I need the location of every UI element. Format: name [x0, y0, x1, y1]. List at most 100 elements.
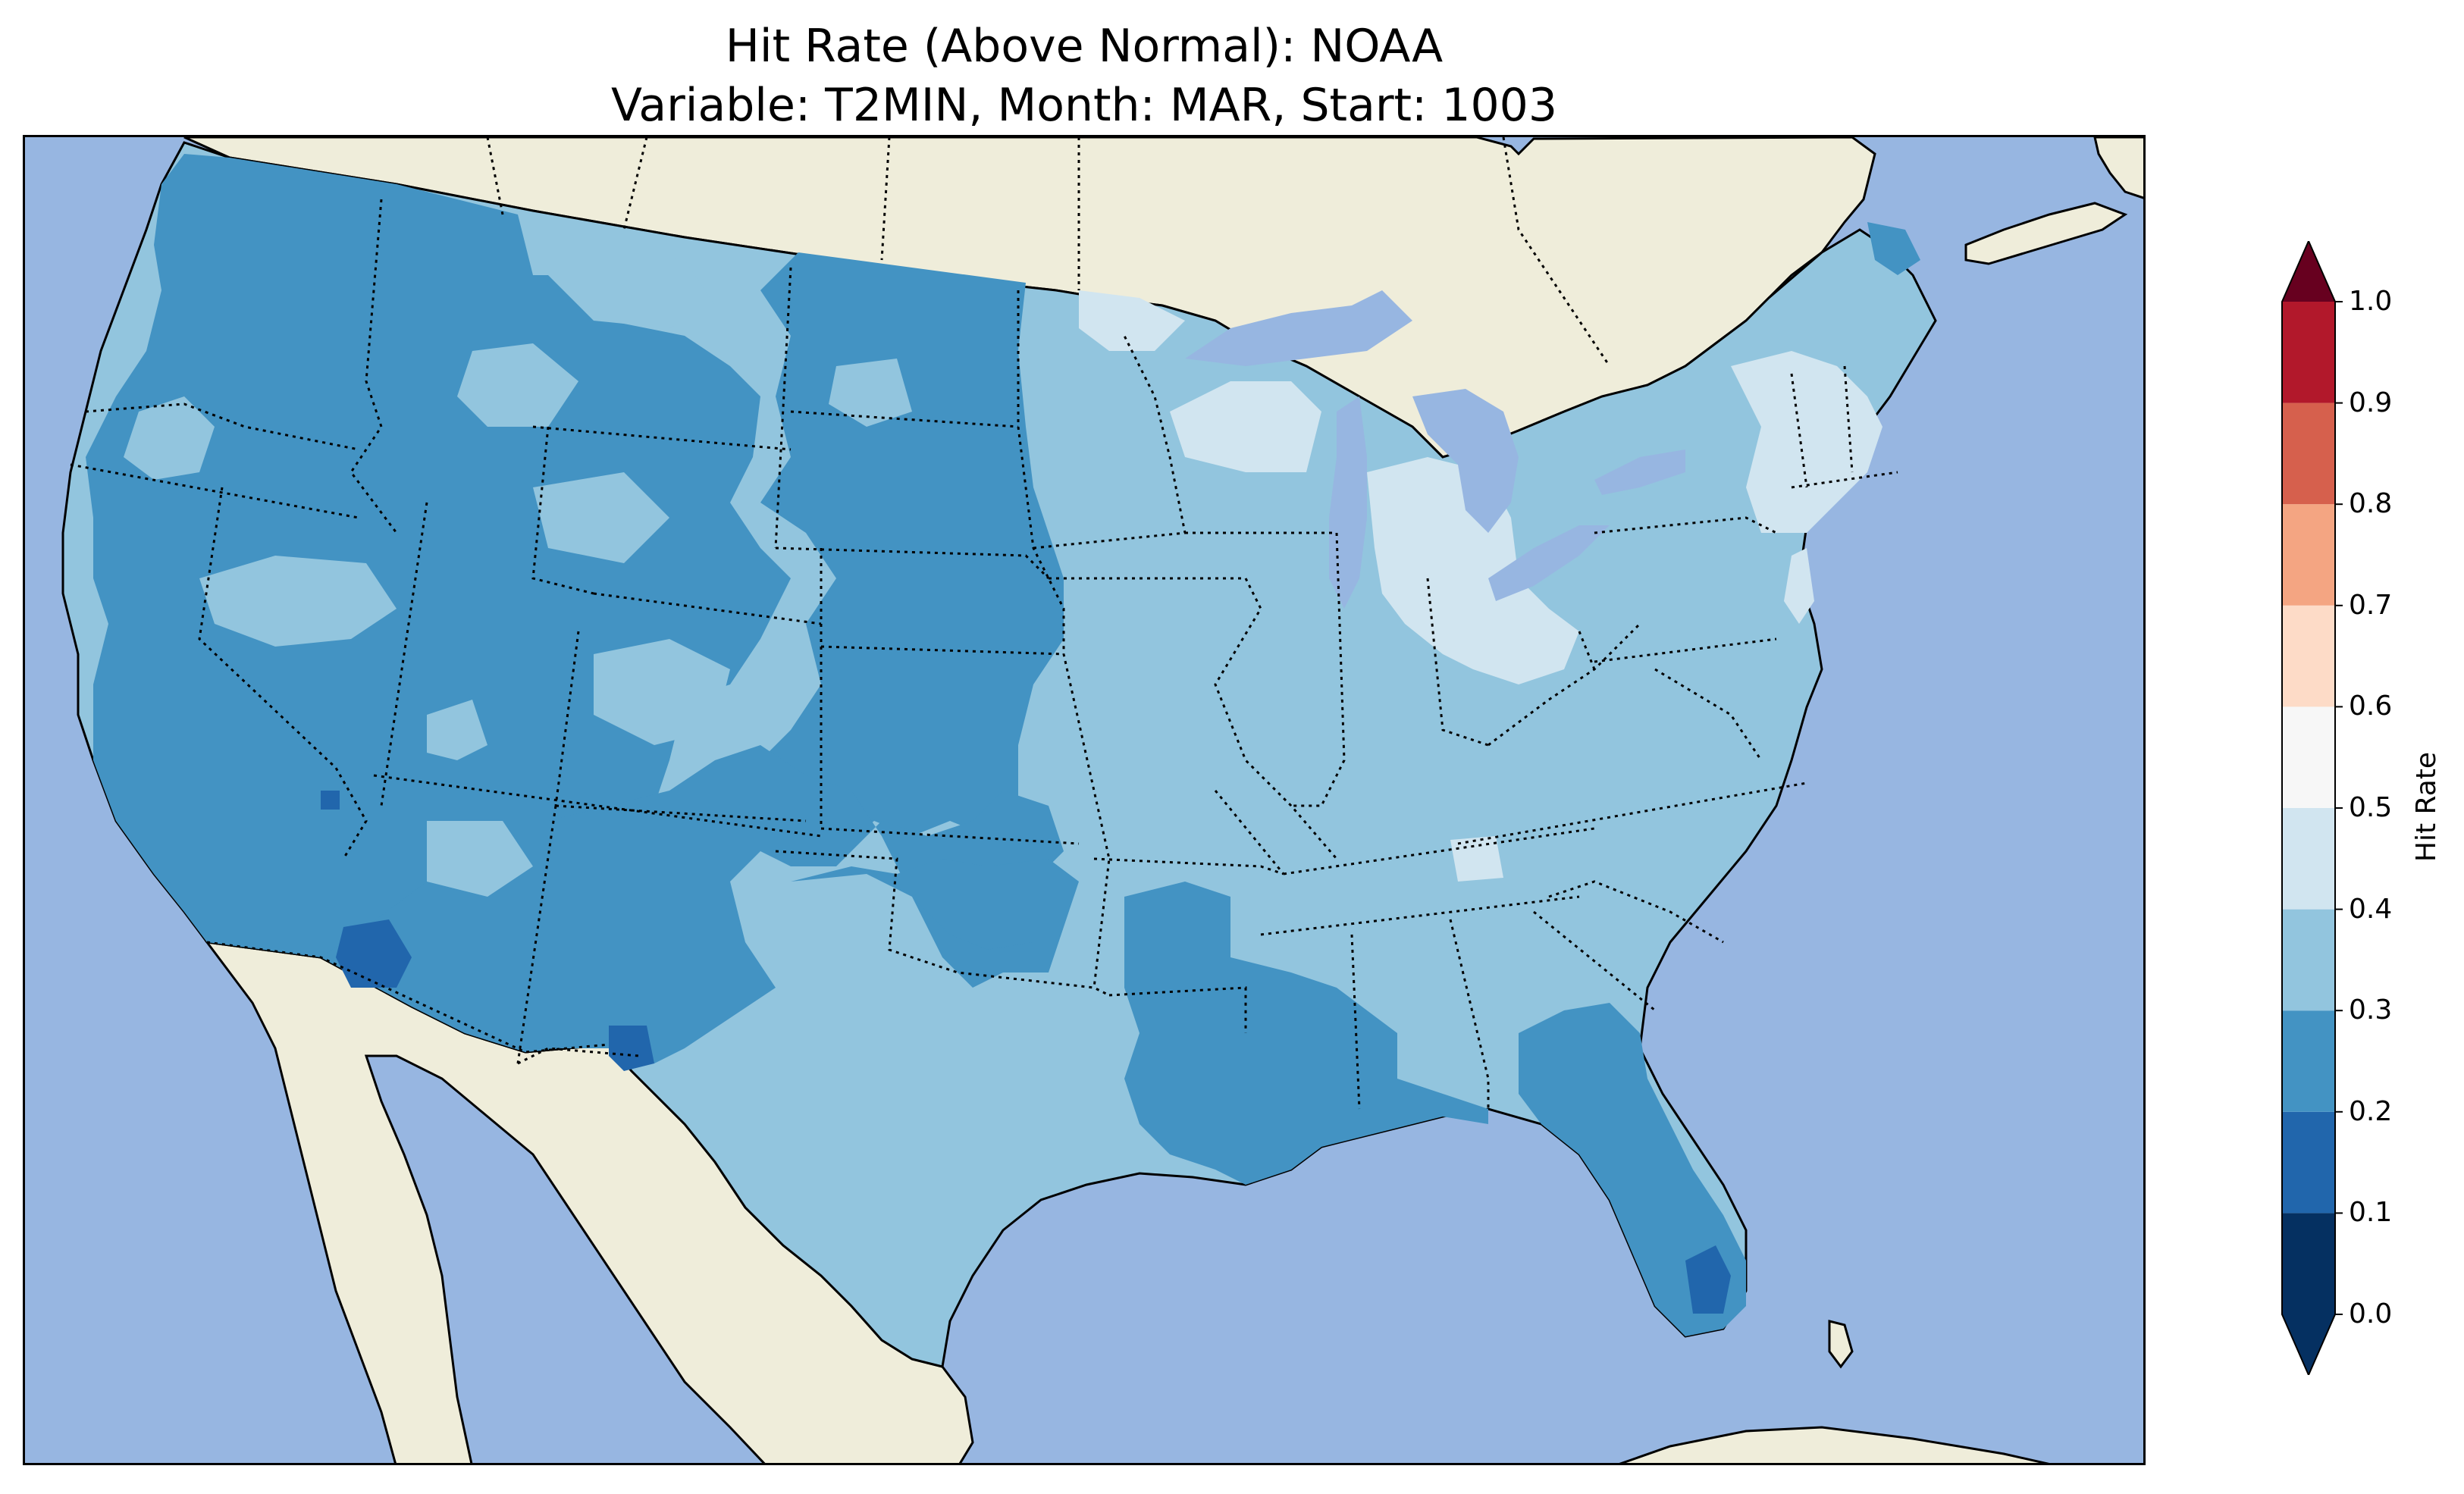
border-va-nc [1457, 781, 1807, 845]
border-pa-ny [1594, 516, 1777, 534]
border-al-ga [1449, 919, 1490, 1109]
region-southern-arizona [336, 919, 412, 988]
colorbar-bin-3 [2282, 909, 2335, 1011]
region-south-florida [1685, 1245, 1731, 1314]
region-west-texas-spot [609, 1026, 654, 1071]
border-ut-co [554, 631, 580, 807]
international-borders [206, 137, 1611, 1054]
patch-idaho [457, 343, 578, 427]
border-wy-co [593, 592, 822, 625]
border-ne-ks [820, 645, 1064, 656]
border-tn-al [1260, 895, 1580, 936]
title-line-2: Variable: T2MIN, Month: MAR, Start: 1003 [610, 79, 1558, 132]
colorbar-tick-label: 0.4 [2349, 893, 2393, 925]
map-frame [23, 135, 2146, 1465]
colorbar-tick-label: 0.2 [2349, 1095, 2393, 1127]
border-nc-sc [1548, 880, 1724, 944]
border-ok-tx [775, 850, 1110, 997]
region-gulf-southeast [1519, 1003, 1746, 1336]
us-map [25, 137, 2143, 1463]
patch-nm [427, 821, 533, 897]
border-canada-provinces-3 [880, 137, 891, 261]
colorbar-bin-9 [2282, 302, 2335, 403]
border-id-mt [350, 199, 398, 534]
border-ks-ok [820, 827, 1080, 845]
colorbar-bin-0 [2282, 1213, 2335, 1314]
patch-oregon [124, 396, 215, 480]
colorbar-tick-label: 0.9 [2349, 387, 2393, 418]
colorbar-tick-label: 0.5 [2349, 792, 2393, 823]
hit-rate-0.1-0.2-regions [321, 791, 1731, 1314]
border-in-oh [1426, 578, 1489, 747]
border-or-ca [70, 463, 359, 519]
colorbar-tick-label: 0.8 [2349, 488, 2393, 520]
hit-rate-0.2-0.3-regions [86, 154, 1920, 1336]
region-wisconsin-north [1170, 381, 1321, 472]
title-line-1: Hit Rate (Above Normal): NOAA [725, 20, 1444, 73]
border-ms-al [1350, 934, 1361, 1110]
border-ar-la [1108, 986, 1247, 1033]
border-sd-ne [775, 547, 1050, 580]
border-il-in [1291, 532, 1346, 807]
patch-nevada [199, 556, 397, 647]
colorbar-svg [2281, 239, 2343, 1377]
border-az-nm [516, 805, 557, 1064]
colorbar-tick-label: 0.6 [2349, 691, 2393, 722]
colorbar-extend-min [2282, 1314, 2335, 1375]
hit-rate-0.4-0.5-regions [1079, 290, 1882, 882]
patch-colorado [594, 639, 730, 745]
border-mn-ia [1033, 335, 1187, 550]
colorbar-bin-8 [2282, 402, 2335, 505]
colorbar-bin-6 [2282, 605, 2335, 707]
region-maine-north [1867, 222, 1920, 275]
colorbar-bin-4 [2282, 808, 2335, 910]
colorbar-tick-label: 0.3 [2349, 994, 2393, 1026]
patch-wyoming [533, 472, 669, 563]
region-northeast [1731, 351, 1882, 533]
colorbar [2274, 239, 2373, 1377]
colorbar-tick-label: 1.0 [2349, 286, 2393, 317]
patch-sd [829, 359, 912, 427]
patch-montana [548, 245, 715, 328]
colorbar-bin-7 [2282, 504, 2335, 606]
border-nv-ut [380, 502, 428, 807]
lake-superior [1185, 290, 1412, 366]
border-ga-sc [1533, 910, 1656, 1012]
border-us-mexico [206, 941, 610, 1054]
hit-rate-0.3-0.4-patches [124, 245, 912, 897]
state-borders [70, 199, 1898, 1110]
border-ky-tn-mo [1214, 790, 1285, 875]
maritimes-land [1964, 202, 2128, 265]
border-ky-wv [1487, 622, 1641, 747]
region-lower-mississippi [1124, 882, 1488, 1185]
border-id-wy [531, 426, 594, 595]
border-ma-ct [1791, 471, 1898, 489]
lake-huron [1412, 389, 1519, 533]
border-pa-md [1594, 637, 1777, 663]
cuba-land [1619, 1426, 2050, 1463]
border-nd-sd [790, 410, 1019, 428]
border-wa-or [85, 402, 359, 451]
lake-erie [1488, 525, 1610, 601]
bahamas-land [1828, 1320, 1854, 1369]
colorbar-bin-5 [2282, 706, 2335, 808]
newfoundland-land [2093, 137, 2143, 199]
colorbar-label: Hit Rate [2410, 751, 2442, 863]
border-mt-nd [774, 267, 792, 549]
border-mt-wy [532, 425, 792, 451]
border-mo-ar [1093, 857, 1284, 875]
region-michigan-ohio [1367, 457, 1579, 684]
region-nevada-spot [321, 791, 340, 810]
border-canada-provinces-1 [486, 137, 504, 215]
patch-utah [427, 700, 487, 760]
region-minnesota-north [1079, 290, 1185, 351]
border-vt-nh [1843, 365, 1854, 473]
border-ia-mo [1049, 577, 1338, 860]
region-north-texas-strip [791, 859, 1079, 950]
border-mn-wi [1017, 290, 1111, 988]
colorbar-bin-1 [2282, 1111, 2335, 1214]
region-southwest [321, 745, 1064, 1063]
region-pacific-northwest [86, 154, 791, 957]
border-canada-provinces-2 [622, 137, 648, 230]
colorbar-extend-max [2282, 241, 2335, 302]
